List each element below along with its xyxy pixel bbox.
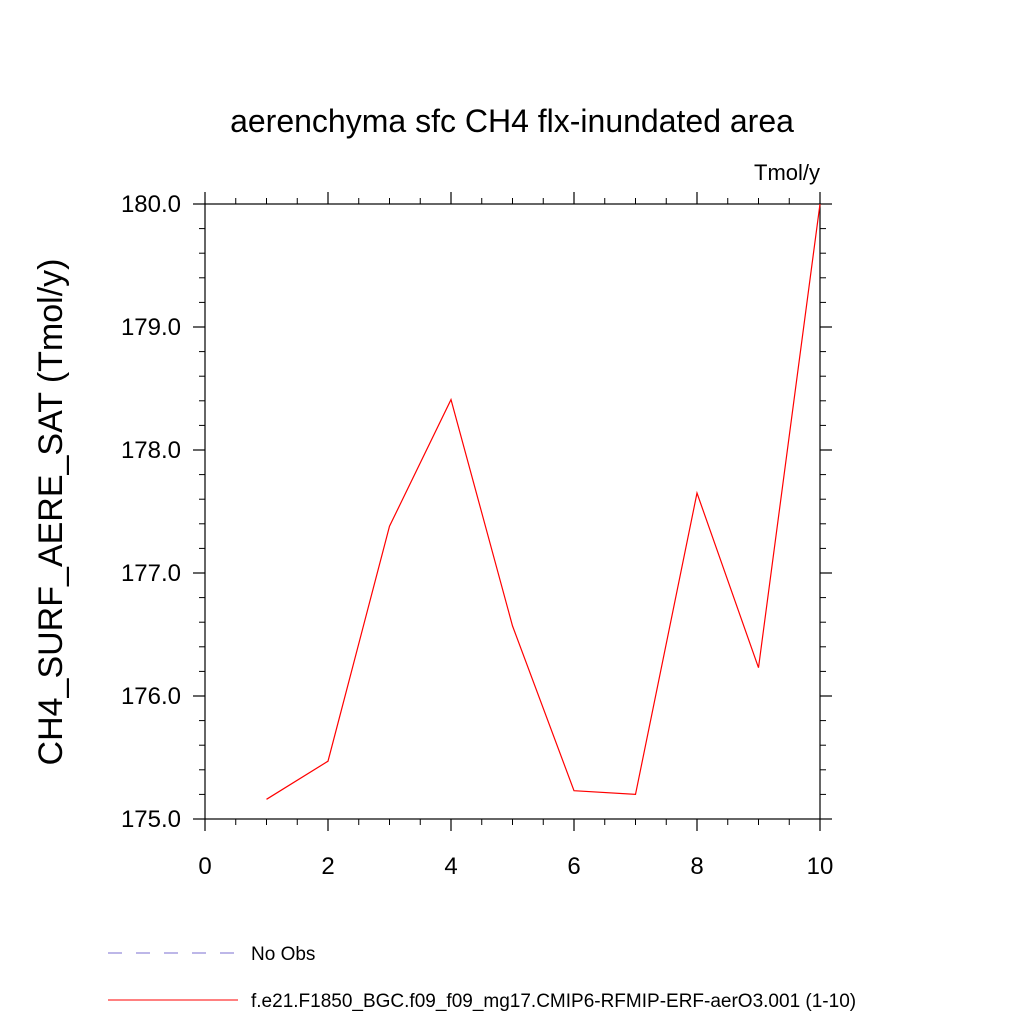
y-tick-label: 180.0 [121, 191, 181, 218]
x-tick-label: 6 [567, 853, 580, 880]
plot-frame [204, 203, 821, 820]
y-tick-label: 177.0 [121, 560, 181, 587]
chart-title: aerenchyma sfc CH4 flx-inundated area [230, 103, 794, 139]
x-tick-label: 2 [321, 853, 334, 880]
x-tick-label: 0 [198, 853, 211, 880]
y-tick-label: 176.0 [121, 683, 181, 710]
y-axis-label: CH4_SURF_AERE_SAT (Tmol/y) [32, 259, 70, 766]
y-tick-labels: 175.0 176.0 177.0 178.0 179.0 180.0 [121, 191, 181, 833]
series-line [266, 203, 821, 800]
x-tick-labels: 0 2 4 6 8 10 [198, 853, 833, 880]
x-tick-label: 8 [690, 853, 703, 880]
y-tick-label: 175.0 [121, 806, 181, 833]
axis-ticks [193, 192, 832, 831]
legend-label-model-run: f.e21.F1850_BGC.f09_f09_mg17.CMIP6-RFMIP… [251, 991, 856, 1012]
y-tick-label: 178.0 [121, 437, 181, 464]
x-tick-label: 4 [444, 853, 457, 880]
units-label: Tmol/y [754, 160, 820, 185]
y-tick-label: 179.0 [121, 314, 181, 341]
x-tick-label: 10 [807, 853, 834, 880]
series-layer [266, 203, 821, 800]
legend-label-no-obs: No Obs [251, 944, 315, 965]
legend: No Obs f.e21.F1850_BGC.f09_f09_mg17.CMIP… [108, 944, 856, 1012]
